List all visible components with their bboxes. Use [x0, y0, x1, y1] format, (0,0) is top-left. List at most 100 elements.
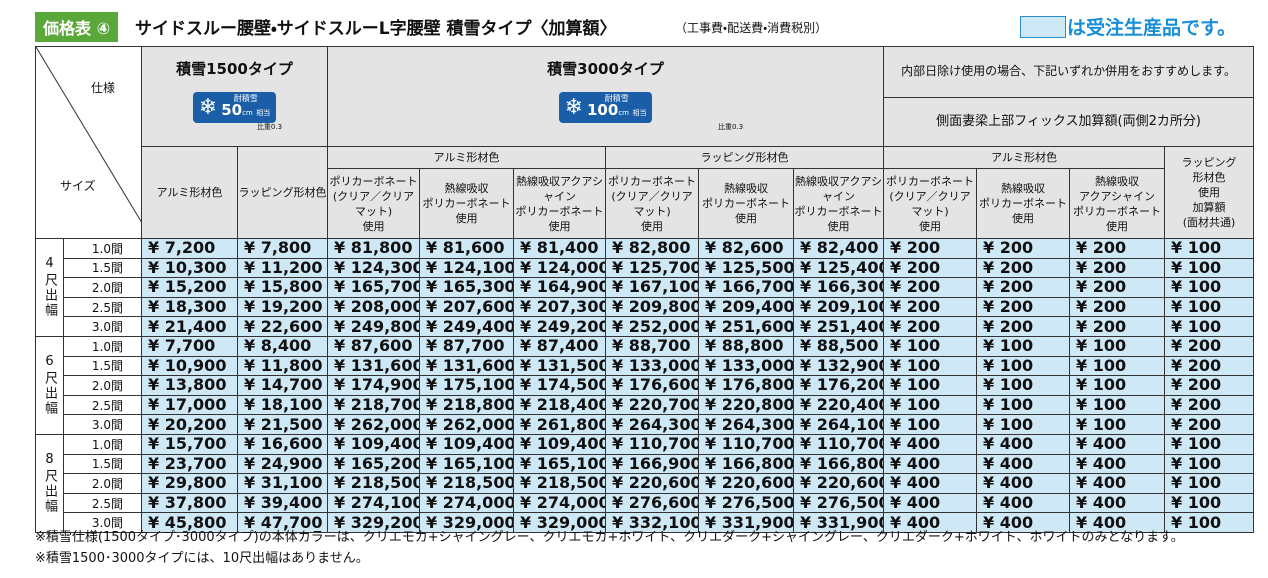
icon-unit: cm [242, 109, 253, 117]
price: ¥ 329,000 [513, 512, 606, 533]
price: ¥ 125,700 [605, 257, 699, 279]
legend-swatch [1020, 16, 1066, 38]
price: ¥ 110,700 [605, 433, 699, 455]
price: ¥ 100 [1164, 453, 1255, 475]
price: ¥ 200 [1069, 296, 1166, 318]
price: ¥ 400 [976, 453, 1071, 475]
price: ¥ 16,600 [237, 433, 328, 455]
price: ¥ 125,500 [698, 257, 794, 279]
price: ¥ 10,900 [141, 355, 238, 377]
price: ¥ 14,700 [237, 375, 328, 396]
price: ¥ 252,000 [605, 316, 699, 337]
price: ¥ 207,300 [513, 296, 606, 318]
price: ¥ 124,100 [419, 257, 514, 279]
column-header: ポリカーボネート (クリア／クリアマット) 使用 [327, 168, 420, 239]
price: ¥ 276,500 [698, 492, 794, 514]
row: 2.0間 ¥ 15,200 ¥ 15,800 ¥ 165,700 ¥ 165,300 ¥ … [36, 277, 1255, 298]
price: ¥ 165,300 [419, 277, 514, 298]
price: ¥ 200 [883, 316, 978, 337]
price: ¥ 400 [1069, 512, 1166, 533]
price: ¥ 200 [1164, 394, 1255, 416]
price: ¥ 220,700 [605, 394, 699, 416]
price: ¥ 276,600 [605, 492, 699, 514]
price: ¥ 81,600 [419, 238, 514, 259]
price: ¥ 87,400 [513, 335, 606, 357]
price: ¥ 100 [1164, 238, 1255, 259]
span-label: 1.5間 [63, 257, 142, 279]
price: ¥ 100 [1164, 257, 1255, 279]
icon-num: 50 [221, 101, 243, 119]
section-label: 8尺出幅 [35, 433, 64, 533]
price: ¥ 37,800 [141, 492, 238, 514]
price: ¥ 17,000 [141, 394, 238, 416]
price: ¥ 87,600 [327, 335, 420, 357]
section-label: 4尺出幅 [35, 238, 64, 337]
price: ¥ 15,700 [141, 433, 238, 455]
fix: 側面妻梁上部フィックス加算額(両側2カ所分) [883, 96, 1255, 148]
price: ¥ 200 [976, 296, 1071, 318]
column-header: 熱線吸収アクアシャイン ポリカーボネート 使用 [792, 168, 885, 239]
price: ¥ 8,400 [237, 335, 328, 357]
column-header: 熱線吸収アクアシャイン ポリカーボネート 使用 [513, 168, 606, 239]
price: ¥ 329,000 [419, 512, 514, 533]
price: ¥ 165,200 [327, 453, 420, 475]
price: ¥ 100 [1164, 433, 1255, 455]
price: ¥ 109,400 [419, 433, 514, 455]
price: ¥ 15,800 [237, 277, 328, 298]
span-label: 1.0間 [63, 238, 142, 259]
price: ¥ 209,100 [792, 296, 885, 318]
span-label: 1.5間 [63, 453, 142, 475]
price: ¥ 47,700 [237, 512, 328, 533]
price: ¥ 207,600 [419, 296, 514, 318]
price: ¥ 274,000 [513, 492, 606, 514]
group-header: ラッピング形材色 [604, 146, 885, 169]
price: ¥ 166,800 [792, 453, 885, 475]
price: ¥ 220,600 [792, 473, 885, 494]
price: ¥ 249,200 [513, 316, 606, 337]
price: ¥ 15,200 [141, 277, 238, 298]
price: ¥ 100 [1164, 492, 1255, 514]
price: ¥ 87,700 [419, 335, 514, 357]
corner-bottom: サイズ [60, 179, 96, 193]
title: サイドスルー腰壁・サイドスルーL字腰壁 積雪タイプ〈加算額〉 [135, 19, 617, 39]
column-header: 熱線吸収 ポリカーボネート 使用 [976, 168, 1071, 239]
span-label: 1.5間 [63, 355, 142, 377]
price: ¥ 125,400 [792, 257, 885, 279]
price: ¥ 100 [1164, 277, 1255, 298]
price: ¥ 31,100 [237, 473, 328, 494]
price: ¥ 39,400 [237, 492, 328, 514]
price: ¥ 100 [1069, 414, 1166, 435]
price: ¥ 264,300 [698, 414, 794, 435]
price: ¥ 133,000 [698, 355, 794, 377]
price: ¥ 200 [1164, 414, 1255, 435]
price: ¥ 200 [1069, 238, 1166, 259]
price: ¥ 332,100 [605, 512, 699, 533]
price: ¥ 109,400 [327, 433, 420, 455]
price: ¥ 131,600 [419, 355, 514, 377]
price: ¥ 88,800 [698, 335, 794, 357]
price: ¥ 174,900 [327, 375, 420, 396]
price: ¥ 400 [883, 433, 978, 455]
price: ¥ 88,500 [792, 335, 885, 357]
price: ¥ 7,700 [141, 335, 238, 357]
footnote: ※積雪仕様(1500タイプ･3000タイプ)の本体カラーは、クリエモカ+シャイン… [35, 530, 1184, 545]
price: ¥ 166,800 [698, 453, 794, 475]
span-label: 2.0間 [63, 277, 142, 298]
type-3000: 積雪3000タイプ ❄ 耐積雪 100cm 相当 比重0.3 [326, 46, 885, 147]
span-label: 2.5間 [63, 296, 142, 318]
price: ¥ 200 [1069, 277, 1166, 298]
price: ¥ 100 [883, 394, 978, 416]
price: ¥ 220,600 [698, 473, 794, 494]
price: ¥ 20,200 [141, 414, 238, 435]
price: ¥ 331,900 [792, 512, 885, 533]
price: ¥ 109,400 [513, 433, 606, 455]
icon-unit: cm [618, 109, 629, 117]
row: 1.5間 ¥ 10,300 ¥ 11,200 ¥ 124,300 ¥ 124,100 ¥ … [36, 257, 1255, 279]
price: ¥ 13,800 [141, 375, 238, 396]
price: ¥ 264,100 [792, 414, 885, 435]
price: ¥ 100 [883, 355, 978, 377]
icon-num: 100 [587, 101, 619, 119]
group-header: アルミ形材色 [883, 146, 1166, 169]
price: ¥ 45,800 [141, 512, 238, 533]
price: ¥ 218,400 [513, 394, 606, 416]
